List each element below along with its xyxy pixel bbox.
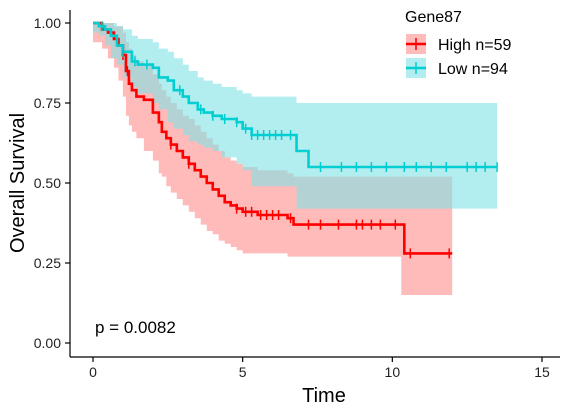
censor-marks	[101, 21, 498, 259]
legend-label-low: Low n=94	[438, 61, 508, 78]
x-tick-label: 0	[89, 364, 97, 380]
legend-title: Gene87	[405, 9, 462, 26]
x-tick-label: 10	[385, 364, 401, 380]
y-tick-label: 0.75	[34, 95, 61, 111]
survival-curve-high	[93, 21, 453, 255]
x-axis-ticks: 0 5 10 15	[89, 357, 550, 380]
confidence-band-low	[93, 23, 498, 209]
x-tick-label: 15	[534, 364, 550, 380]
x-axis-title: Time	[302, 385, 346, 407]
legend-label-high: High n=59	[438, 37, 511, 54]
survival-curves	[93, 21, 498, 255]
x-tick-label: 5	[239, 364, 247, 380]
y-tick-label: 0.00	[34, 335, 61, 351]
y-tick-label: 1.00	[34, 15, 61, 31]
y-tick-label: 0.25	[34, 255, 61, 271]
p-value-annotation: p = 0.0082	[95, 318, 176, 337]
y-tick-label: 0.50	[34, 175, 61, 191]
y-axis-title: Overall Survival	[7, 113, 29, 253]
survival-curve-low	[93, 21, 498, 169]
legend: Gene87 High n=59 Low n=94	[405, 9, 511, 78]
y-axis-ticks: 0.00 0.25 0.50 0.75 1.00	[34, 15, 70, 351]
